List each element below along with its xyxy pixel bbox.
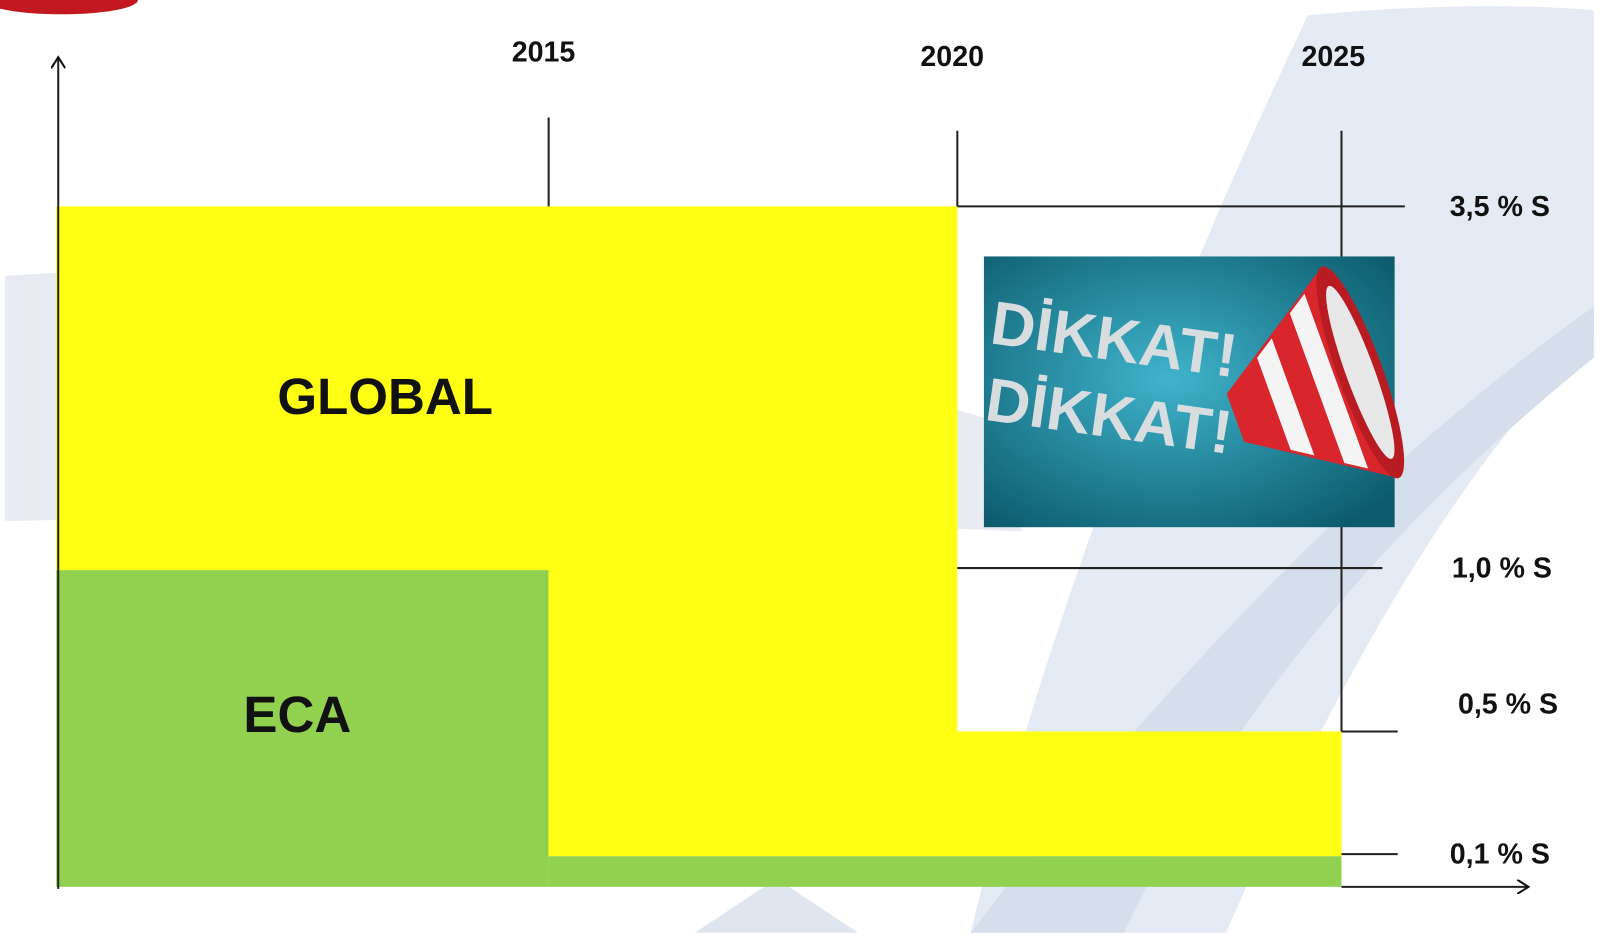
limit-label: 1,0 % S	[1452, 553, 1552, 585]
warning-image: DİKKAT! DİKKAT!	[982, 256, 1420, 527]
year-label: 2020	[920, 41, 984, 73]
limit-label: 0,1 % S	[1450, 839, 1550, 871]
year-label: 2015	[512, 37, 576, 69]
limit-label: 0,5 % S	[1458, 689, 1558, 721]
page: 2015 2020 2025 3,5 % S 1,0 % S 0,5 % S 0…	[0, 0, 1602, 933]
region-label: ECA	[243, 686, 351, 743]
eca-region	[549, 856, 1342, 887]
region-label: GLOBAL	[277, 368, 493, 425]
diagram: 2015 2020 2025 3,5 % S 1,0 % S 0,5 % S 0…	[0, 0, 1602, 933]
corner-logo	[0, 0, 138, 14]
year-label: 2025	[1302, 41, 1366, 73]
limit-label: 3,5 % S	[1450, 191, 1550, 223]
